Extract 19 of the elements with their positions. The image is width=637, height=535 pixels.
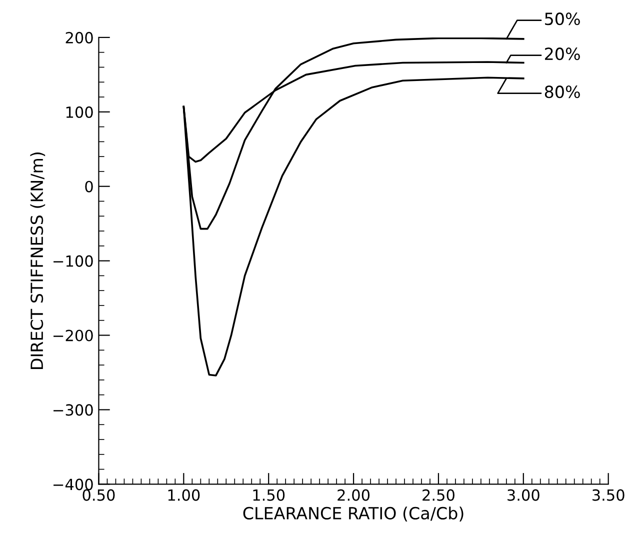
y-tick-label: −300 <box>54 404 93 416</box>
y-tick-label: −100 <box>54 255 93 267</box>
x-tick-label: 2.00 <box>338 489 370 501</box>
y-tick-label: 0 <box>85 180 93 192</box>
y-tick-label: 200 <box>66 32 93 44</box>
y-axis-title: DIRECT STIFFNESS (KN/m) <box>30 152 46 369</box>
x-tick-label: 3.50 <box>592 489 624 501</box>
y-tick-label: −400 <box>54 478 93 490</box>
x-tick-label: 1.50 <box>253 489 285 501</box>
x-axis-title: CLEARANCE RATIO (Ca/Cb) <box>243 506 464 522</box>
legend-label: 50% <box>545 12 580 26</box>
x-tick-label: 1.00 <box>168 489 200 501</box>
x-tick-label: 3.00 <box>508 489 540 501</box>
legend-label: 20% <box>545 48 580 60</box>
x-tick-label: 2.50 <box>422 489 454 501</box>
y-tick-label: −200 <box>54 330 93 342</box>
y-tick-label: 100 <box>66 106 93 118</box>
x-tick-label: 0.50 <box>82 489 115 501</box>
legend-label: 80% <box>544 86 580 98</box>
